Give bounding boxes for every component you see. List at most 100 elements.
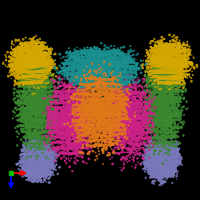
Point <box>162 55 166 58</box>
Point <box>45 54 48 57</box>
Point <box>161 123 164 126</box>
Point <box>159 47 162 51</box>
Point <box>172 167 176 170</box>
Point <box>112 132 115 135</box>
Point <box>163 163 166 166</box>
Point <box>160 88 164 91</box>
Point <box>160 102 163 105</box>
Point <box>160 158 163 161</box>
Point <box>159 128 162 131</box>
Point <box>124 101 128 104</box>
Point <box>115 131 118 134</box>
Point <box>27 81 30 85</box>
Point <box>149 156 153 159</box>
Point <box>102 64 105 67</box>
Point <box>175 66 178 69</box>
Point <box>135 92 138 96</box>
Point <box>165 54 168 57</box>
Point <box>175 79 178 82</box>
Point <box>41 81 44 84</box>
Point <box>43 110 46 113</box>
Point <box>151 97 154 100</box>
Point <box>189 60 193 64</box>
Point <box>123 66 126 70</box>
Point <box>35 69 38 72</box>
Point <box>100 83 103 86</box>
Point <box>90 48 93 51</box>
Point <box>36 73 39 76</box>
Point <box>31 65 35 68</box>
Point <box>172 98 175 101</box>
Point <box>169 65 172 69</box>
Point <box>18 66 21 70</box>
Point <box>172 174 175 177</box>
Point <box>176 74 179 78</box>
Point <box>92 83 95 87</box>
Point <box>33 155 36 158</box>
Point <box>166 88 169 91</box>
Point <box>18 118 21 122</box>
Point <box>25 63 29 67</box>
Point <box>26 158 29 161</box>
Point <box>27 109 31 112</box>
Point <box>163 60 166 63</box>
Point <box>111 121 114 124</box>
Point <box>36 109 39 112</box>
Point <box>95 57 98 61</box>
Point <box>34 106 37 109</box>
Point <box>103 121 107 124</box>
Point <box>30 70 33 74</box>
Point <box>168 74 171 77</box>
Point <box>80 104 83 107</box>
Point <box>153 170 156 173</box>
Point <box>155 166 159 169</box>
Point <box>170 63 173 66</box>
Point <box>103 105 106 108</box>
Point <box>162 47 165 51</box>
Point <box>29 100 33 103</box>
Point <box>165 105 168 108</box>
Point <box>139 109 143 112</box>
Point <box>117 112 120 116</box>
Point <box>38 152 41 155</box>
Point <box>92 121 96 124</box>
Point <box>94 151 97 154</box>
Point <box>148 143 151 146</box>
Point <box>48 162 51 166</box>
Point <box>37 180 40 183</box>
Point <box>176 142 179 145</box>
Point <box>27 65 30 69</box>
Point <box>85 101 88 104</box>
Point <box>32 47 36 50</box>
Point <box>18 50 22 53</box>
Point <box>62 103 65 106</box>
Point <box>169 121 172 124</box>
Point <box>161 38 164 41</box>
Point <box>15 64 18 68</box>
Point <box>51 100 54 103</box>
Point <box>18 161 21 165</box>
Point <box>50 156 53 160</box>
Point <box>165 59 168 62</box>
Point <box>151 112 154 115</box>
Point <box>104 65 107 68</box>
Point <box>78 70 81 73</box>
Point <box>153 155 156 158</box>
Point <box>99 86 102 89</box>
Point <box>95 105 98 109</box>
Point <box>123 122 127 125</box>
Point <box>74 97 77 101</box>
Point <box>105 131 108 135</box>
Point <box>133 131 136 134</box>
Point <box>98 109 101 112</box>
Point <box>106 78 109 81</box>
Point <box>41 72 44 75</box>
Point <box>144 116 147 119</box>
Point <box>35 132 38 135</box>
Point <box>38 152 42 155</box>
Point <box>42 153 46 156</box>
Point <box>119 64 122 68</box>
Point <box>114 80 117 83</box>
Point <box>167 145 170 149</box>
Point <box>121 104 124 107</box>
